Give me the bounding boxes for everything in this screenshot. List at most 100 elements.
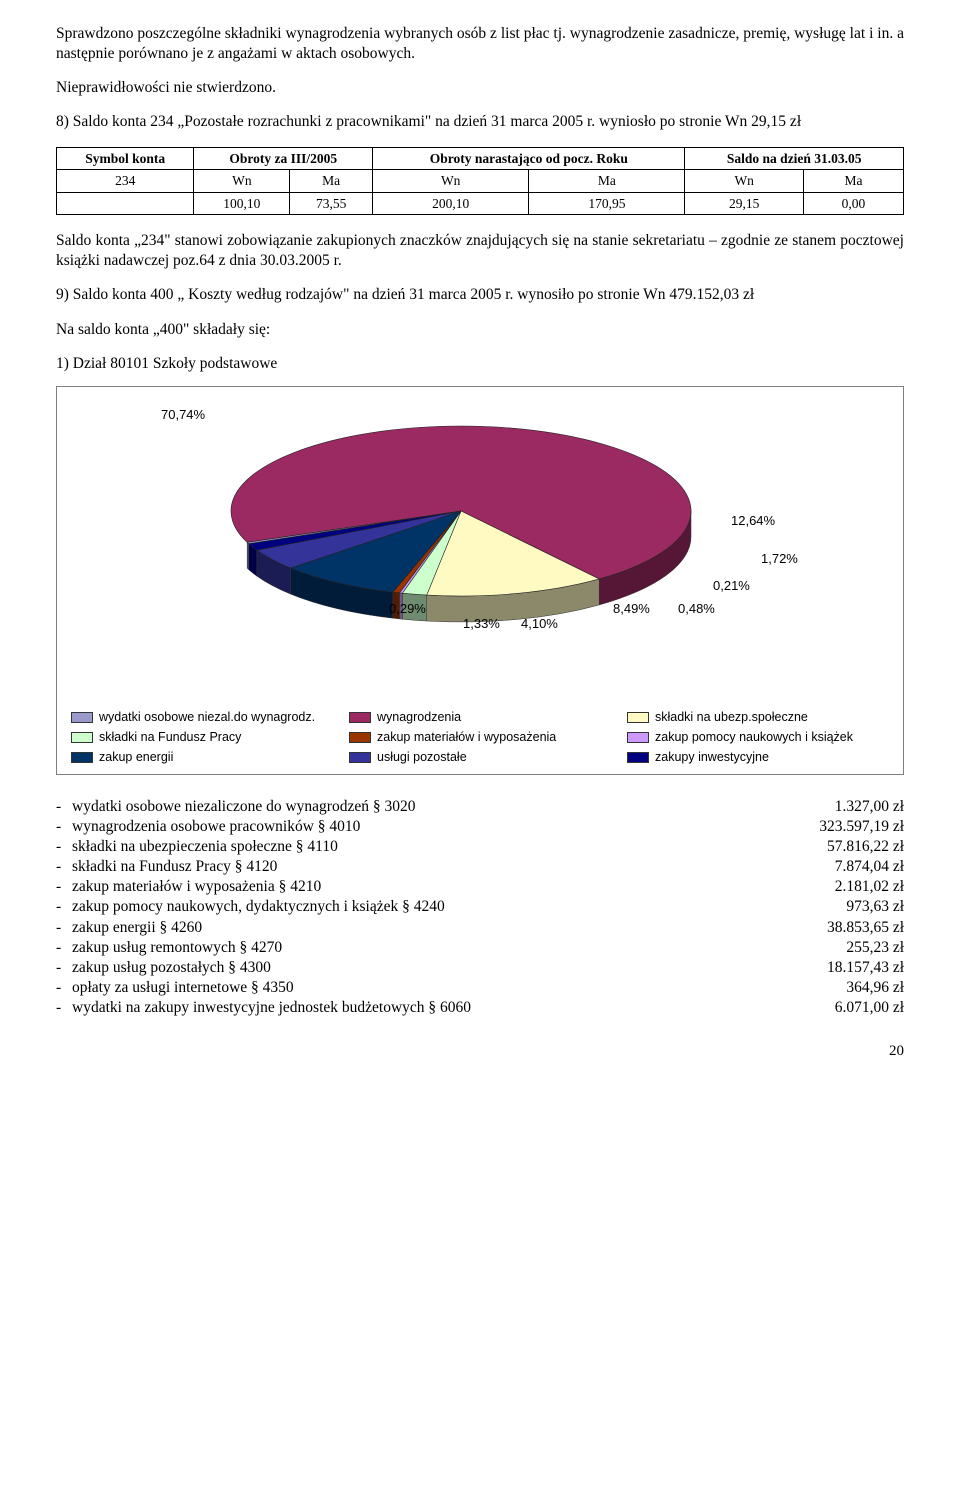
page-number: 20 (56, 1042, 904, 1062)
legend-swatch (349, 732, 371, 743)
legend-item: zakup materiałów i wyposażenia (349, 729, 611, 745)
bullet: - (56, 897, 72, 917)
expense-value: 323.597,19 zł (774, 817, 904, 837)
cell-v4: 170,95 (529, 192, 685, 215)
legend-swatch (349, 712, 371, 723)
cell-v1: 100,10 (194, 192, 290, 215)
cell-ma: Ma (290, 170, 373, 193)
expense-name: zakup usług pozostałych § 4300 (72, 958, 774, 978)
pie-label: 8,49% (613, 601, 650, 618)
expense-row: -zakup materiałów i wyposażenia § 42102.… (56, 877, 904, 897)
expense-value: 2.181,02 zł (774, 877, 904, 897)
th-symbol: Symbol konta (57, 147, 194, 170)
chart-legend: wydatki osobowe niezal.do wynagrodz. wyna… (71, 709, 889, 766)
expense-value: 6.071,00 zł (774, 998, 904, 1018)
legend-item: usługi pozostałe (349, 749, 611, 765)
expense-row: -zakup pomocy naukowych, dydaktycznych i… (56, 897, 904, 917)
legend-item: wydatki osobowe niezal.do wynagrodz. (71, 709, 333, 725)
paragraph-7: 1) Dział 80101 Szkoły podstawowe (56, 354, 904, 374)
bullet: - (56, 918, 72, 938)
th-saldo: Saldo na dzień 31.03.05 (685, 147, 904, 170)
bullet: - (56, 938, 72, 958)
pie-label: 0,29% (389, 601, 426, 618)
bullet: - (56, 998, 72, 1018)
paragraph-5: 9) Saldo konta 400 „ Koszty według rodza… (56, 285, 904, 305)
expense-row: -wydatki na zakupy inwestycyjne jednoste… (56, 998, 904, 1018)
expense-name: opłaty za usługi internetowe § 4350 (72, 978, 774, 998)
paragraph-4: Saldo konta „234" stanowi zobowiązanie z… (56, 231, 904, 271)
cell-v3: 200,10 (373, 192, 529, 215)
legend-label: zakupy inwestycyjne (655, 749, 769, 765)
cell-wn: Wn (685, 170, 803, 193)
legend-swatch (627, 712, 649, 723)
expense-name: wydatki na zakupy inwestycyjne jednostek… (72, 998, 774, 1018)
expense-value: 7.874,04 zł (774, 857, 904, 877)
cell-wn: Wn (373, 170, 529, 193)
bullet: - (56, 837, 72, 857)
legend-item: wynagrodzenia (349, 709, 611, 725)
cell-ma: Ma (529, 170, 685, 193)
legend-swatch (71, 752, 93, 763)
expense-name: wynagrodzenia osobowe pracowników § 4010 (72, 817, 774, 837)
legend-item: składki na Fundusz Pracy (71, 729, 333, 745)
legend-swatch (627, 732, 649, 743)
expense-value: 973,63 zł (774, 897, 904, 917)
legend-swatch (627, 752, 649, 763)
expense-value: 57.816,22 zł (774, 837, 904, 857)
paragraph-2: Nieprawidłowości nie stwierdzono. (56, 78, 904, 98)
expense-row: -składki na Fundusz Pracy § 41207.874,04… (56, 857, 904, 877)
bullet: - (56, 857, 72, 877)
legend-label: zakup pomocy naukowych i książek (655, 729, 853, 745)
pie-chart (201, 401, 741, 641)
expense-value: 255,23 zł (774, 938, 904, 958)
legend-item: składki na ubezp.społeczne (627, 709, 889, 725)
pie-label: 0,21% (713, 578, 750, 595)
legend-label: wydatki osobowe niezal.do wynagrodz. (99, 709, 315, 725)
pie-label: 1,72% (761, 551, 798, 568)
legend-swatch (349, 752, 371, 763)
pie-label: 4,10% (521, 616, 558, 633)
expense-row: -zakup usług pozostałych § 430018.157,43… (56, 958, 904, 978)
legend-label: składki na Fundusz Pracy (99, 729, 241, 745)
legend-label: zakup energii (99, 749, 173, 765)
expense-row: -składki na ubezpieczenia społeczne § 41… (56, 837, 904, 857)
pie-label: 12,64% (731, 513, 775, 530)
expense-value: 364,96 zł (774, 978, 904, 998)
legend-label: wynagrodzenia (377, 709, 461, 725)
expense-value: 1.327,00 zł (774, 797, 904, 817)
cell-v5: 29,15 (685, 192, 803, 215)
expense-name: składki na Fundusz Pracy § 4120 (72, 857, 774, 877)
expense-name: zakup materiałów i wyposażenia § 4210 (72, 877, 774, 897)
expense-name: zakup energii § 4260 (72, 918, 774, 938)
expense-name: zakup pomocy naukowych, dydaktycznych i … (72, 897, 774, 917)
expense-value: 18.157,43 zł (774, 958, 904, 978)
expense-value: 38.853,65 zł (774, 918, 904, 938)
bullet: - (56, 797, 72, 817)
pie-label: 1,33% (463, 616, 500, 633)
legend-label: zakup materiałów i wyposażenia (377, 729, 556, 745)
bullet: - (56, 958, 72, 978)
expense-row: -zakup usług remontowych § 4270255,23 zł (56, 938, 904, 958)
legend-item: zakup pomocy naukowych i książek (627, 729, 889, 745)
bullet: - (56, 877, 72, 897)
paragraph-3: 8) Saldo konta 234 „Pozostałe rozrachunk… (56, 112, 904, 132)
expenses-list: -wydatki osobowe niezaliczone do wynagro… (56, 797, 904, 1019)
paragraph-1: Sprawdzono poszczególne składniki wynagr… (56, 24, 904, 64)
pie-chart-container: 70,74% 12,64% 1,72% 0,21% 0,48% 8,49% 4,10% 1,3… (56, 386, 904, 775)
pie-label: 70,74% (161, 407, 205, 424)
cell-wn: Wn (194, 170, 290, 193)
legend-label: składki na ubezp.społeczne (655, 709, 808, 725)
legend-swatch (71, 712, 93, 723)
cell-symbol: 234 (57, 170, 194, 193)
expense-name: wydatki osobowe niezaliczone do wynagrod… (72, 797, 774, 817)
pie-label: 0,48% (678, 601, 715, 618)
legend-label: usługi pozostałe (377, 749, 467, 765)
bullet: - (56, 978, 72, 998)
legend-swatch (71, 732, 93, 743)
bullet: - (56, 817, 72, 837)
expense-name: składki na ubezpieczenia społeczne § 411… (72, 837, 774, 857)
th-narast: Obroty narastająco od pocz. Roku (373, 147, 685, 170)
expense-row: -wydatki osobowe niezaliczone do wynagro… (56, 797, 904, 817)
legend-item: zakupy inwestycyjne (627, 749, 889, 765)
paragraph-6: Na saldo konta „400" składały się: (56, 320, 904, 340)
